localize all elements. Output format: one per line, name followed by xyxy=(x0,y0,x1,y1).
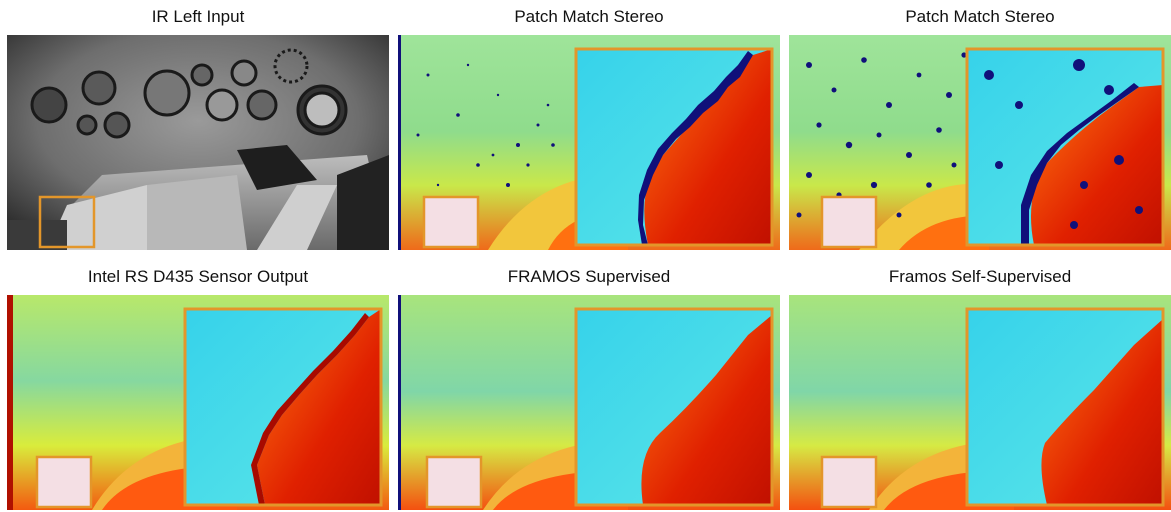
panel-framos-self-supervised: Framos Self-Supervised xyxy=(789,262,1171,510)
panel-caption: IR Left Input xyxy=(151,7,245,26)
panel-caption: Patch Match Stereo xyxy=(905,7,1055,26)
panel-patch-match-stereo-2: Patch Match Stereo xyxy=(789,2,1171,250)
patch-match-stereo-image-2 xyxy=(789,35,1171,250)
panel-caption: Framos Self-Supervised xyxy=(888,267,1072,286)
zoom-inset xyxy=(965,47,1165,247)
inset-box xyxy=(820,195,878,249)
inset-box xyxy=(820,455,878,509)
zoom-inset xyxy=(183,307,383,507)
ir-image-svg xyxy=(7,35,389,250)
inset-box xyxy=(35,455,93,509)
panel-framos-supervised: FRAMOS Supervised xyxy=(398,262,780,510)
depth-map-svg xyxy=(789,295,1171,510)
inset-box xyxy=(422,195,480,249)
framos-supervised-image xyxy=(398,295,780,510)
panel-intel-rs-d435: Intel RS D435 Sensor Output xyxy=(7,262,389,510)
depth-map-svg xyxy=(789,35,1171,250)
ir-left-input-image xyxy=(7,35,389,250)
zoom-inset xyxy=(574,47,774,247)
zoom-inset xyxy=(965,307,1165,507)
framos-self-supervised-image xyxy=(789,295,1171,510)
panel-caption: Patch Match Stereo xyxy=(514,7,664,26)
depth-map-svg xyxy=(7,295,389,510)
intel-d435-image xyxy=(7,295,389,510)
invalid-pixels xyxy=(416,63,555,187)
depth-map-svg xyxy=(398,35,780,250)
inset-box xyxy=(425,455,483,509)
zoom-inset xyxy=(574,307,774,507)
wall-clocks xyxy=(30,48,348,139)
panel-caption: Intel RS D435 Sensor Output xyxy=(87,267,309,286)
inset-box xyxy=(38,195,96,249)
panel-ir-left-input: IR Left Input xyxy=(7,2,389,250)
invalid-pixels xyxy=(796,52,967,238)
patch-match-stereo-image-1 xyxy=(398,35,780,250)
panel-caption: FRAMOS Supervised xyxy=(507,267,671,286)
panel-patch-match-stereo-1: Patch Match Stereo xyxy=(398,2,780,250)
depth-map-svg xyxy=(398,295,780,510)
